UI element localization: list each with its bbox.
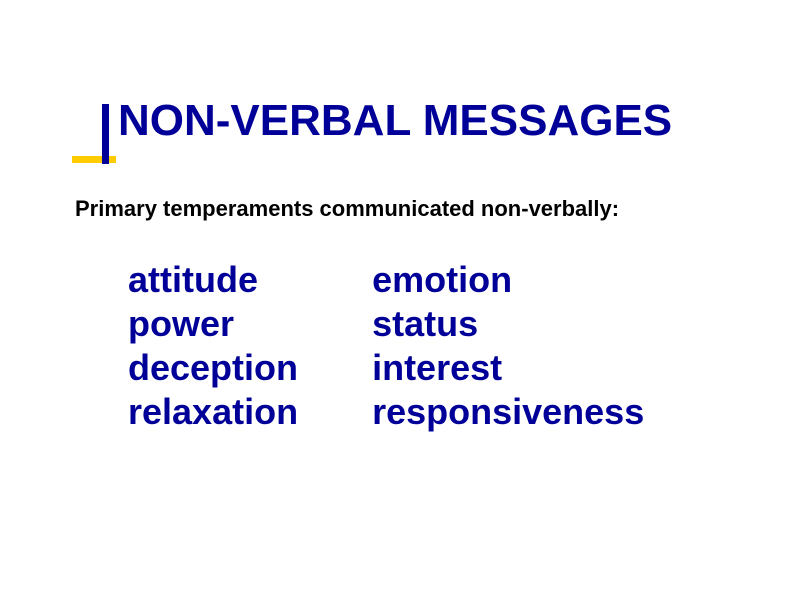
slide: NON-VERBAL MESSAGES Primary temperaments…	[0, 0, 792, 612]
slide-subtitle: Primary temperaments communicated non-ve…	[75, 196, 619, 222]
accent-horizontal	[72, 156, 116, 163]
corner-accent	[72, 104, 112, 164]
list-item: attitude	[128, 258, 298, 302]
list-item: status	[372, 302, 644, 346]
list-item: responsiveness	[372, 390, 644, 434]
list-item: relaxation	[128, 390, 298, 434]
left-column: attitude power deception relaxation	[128, 258, 298, 434]
right-column: emotion status interest responsiveness	[372, 258, 644, 434]
list-item: interest	[372, 346, 644, 390]
list-item: deception	[128, 346, 298, 390]
content-columns: attitude power deception relaxation emot…	[128, 258, 644, 434]
list-item: emotion	[372, 258, 644, 302]
accent-vertical	[102, 104, 109, 164]
slide-title: NON-VERBAL MESSAGES	[118, 96, 672, 146]
list-item: power	[128, 302, 298, 346]
